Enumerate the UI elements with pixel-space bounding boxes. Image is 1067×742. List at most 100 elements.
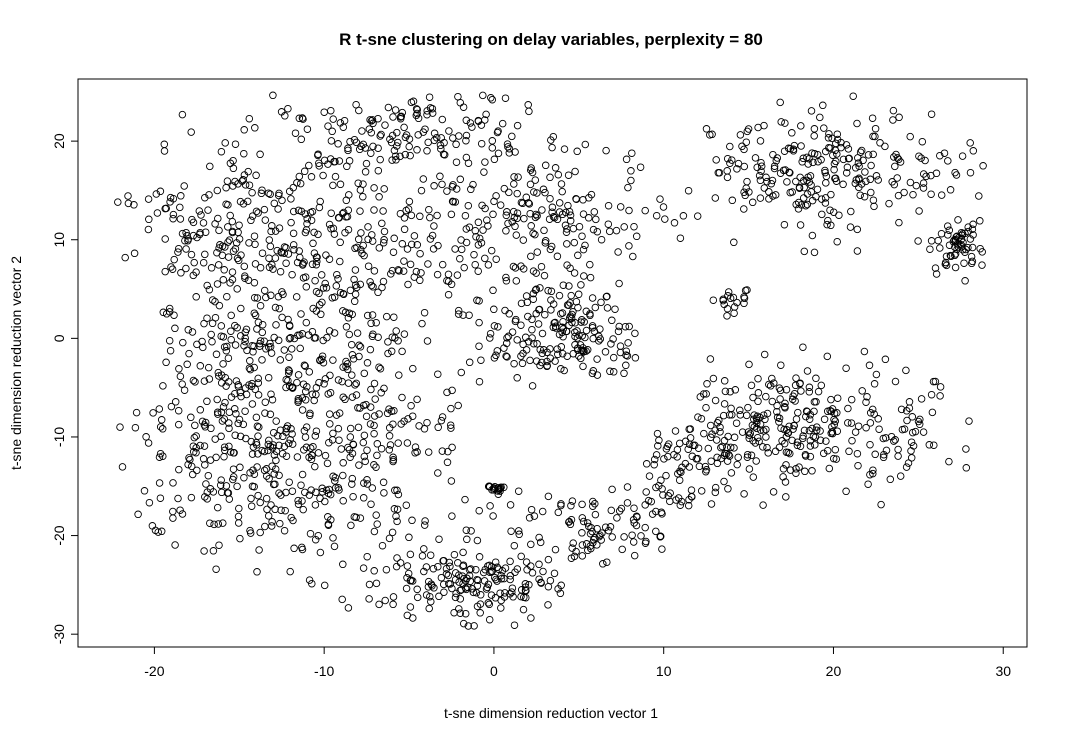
data-point — [734, 453, 742, 462]
data-point — [747, 381, 756, 390]
data-point — [747, 451, 756, 460]
data-point — [384, 338, 392, 346]
data-point — [229, 156, 237, 165]
data-point — [310, 396, 318, 405]
data-point — [590, 327, 599, 335]
data-point — [833, 150, 841, 158]
data-point — [697, 487, 706, 495]
data-point — [515, 530, 523, 539]
data-point — [706, 421, 715, 430]
data-point — [380, 227, 389, 236]
data-point — [861, 168, 869, 176]
data-point — [551, 357, 559, 365]
data-point — [306, 208, 315, 217]
data-point — [264, 189, 273, 197]
data-point — [234, 419, 242, 428]
data-point — [464, 201, 473, 210]
data-point — [459, 619, 468, 628]
data-point — [966, 139, 974, 147]
data-point — [707, 457, 715, 465]
data-point — [786, 449, 794, 458]
data-point — [487, 246, 496, 255]
data-point — [475, 553, 484, 561]
data-point — [909, 190, 917, 199]
data-point — [176, 372, 185, 381]
data-point — [176, 215, 185, 223]
data-point — [723, 167, 731, 175]
data-point — [583, 346, 592, 354]
data-point — [565, 282, 573, 290]
data-point — [856, 191, 864, 199]
data-point — [833, 130, 842, 138]
data-point — [359, 140, 368, 149]
data-point — [828, 423, 836, 431]
data-point — [234, 519, 243, 527]
data-point — [523, 566, 531, 574]
data-point — [224, 238, 232, 246]
data-point — [188, 328, 197, 336]
data-point — [936, 392, 944, 400]
data-point — [200, 421, 209, 429]
data-point — [294, 396, 303, 405]
data-point — [405, 142, 413, 151]
data-point — [275, 304, 284, 313]
data-point — [486, 329, 495, 338]
data-point — [805, 383, 814, 392]
data-point — [264, 440, 273, 449]
data-point — [329, 429, 337, 438]
data-point — [370, 412, 379, 420]
data-point — [200, 442, 209, 450]
data-point — [603, 558, 611, 566]
data-point — [513, 336, 521, 344]
data-point — [702, 390, 710, 398]
data-point — [570, 238, 579, 247]
data-point — [819, 449, 828, 458]
data-point — [618, 545, 626, 554]
data-point — [654, 442, 662, 450]
data-point — [167, 402, 176, 411]
data-point — [221, 446, 229, 455]
data-point — [816, 113, 824, 122]
data-point — [190, 258, 198, 267]
data-point — [319, 171, 327, 180]
data-point — [370, 527, 379, 536]
data-point — [799, 343, 807, 351]
data-point — [233, 254, 242, 263]
data-point — [440, 588, 448, 596]
data-point — [976, 217, 984, 225]
data-point — [976, 244, 984, 253]
data-point — [284, 366, 293, 374]
data-point — [527, 540, 535, 549]
data-point — [235, 221, 243, 229]
data-point — [535, 575, 543, 583]
data-point — [184, 236, 192, 245]
data-point — [226, 279, 234, 287]
data-point — [221, 398, 229, 407]
data-point — [177, 192, 185, 200]
data-point — [468, 585, 477, 593]
data-point — [959, 238, 967, 247]
data-point — [744, 428, 753, 436]
data-point — [263, 505, 271, 514]
data-point — [641, 501, 649, 509]
data-point — [627, 167, 635, 175]
data-point — [336, 238, 344, 247]
data-point — [759, 411, 768, 419]
data-point — [254, 391, 263, 399]
data-point — [558, 323, 566, 332]
data-point — [420, 545, 428, 553]
data-point — [369, 142, 377, 151]
data-point — [352, 379, 361, 388]
data-point — [866, 409, 875, 417]
data-point — [563, 301, 572, 309]
data-point — [370, 379, 379, 388]
data-point — [199, 258, 208, 267]
data-point — [865, 361, 874, 370]
data-point — [426, 235, 435, 243]
data-point — [823, 352, 832, 361]
data-point — [792, 374, 800, 382]
data-point — [609, 335, 617, 343]
data-point — [169, 479, 177, 487]
data-point — [800, 183, 808, 192]
data-point — [762, 392, 770, 401]
